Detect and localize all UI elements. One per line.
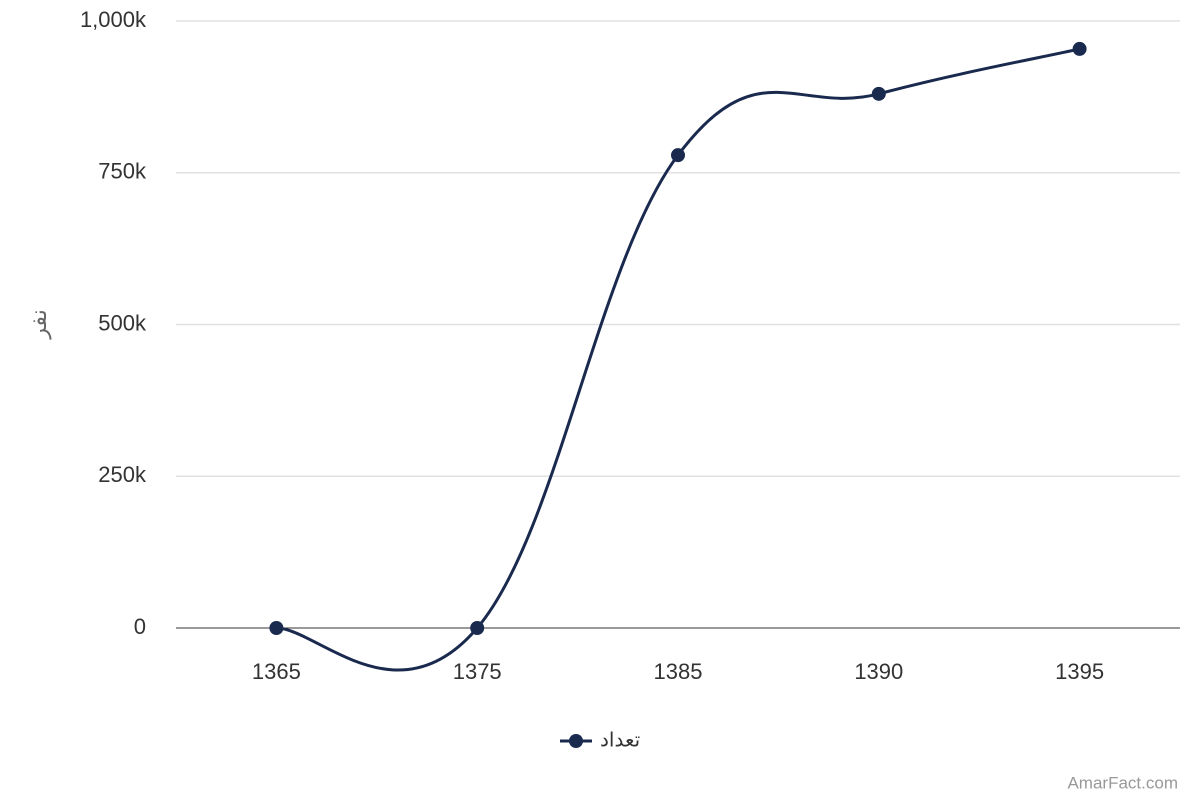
x-tick-label: 1375 [453, 659, 502, 684]
line [276, 47, 1080, 672]
legend-label: تعداد [600, 729, 640, 751]
x-tick-label: 1390 [854, 659, 903, 684]
legend-marker [569, 734, 583, 748]
y-tick-label: 750k [98, 159, 147, 184]
y-tick-label: 0 [134, 614, 146, 639]
y-axis-title: نفر [26, 309, 51, 339]
credit: AmarFact.com [1067, 773, 1178, 792]
x-tick-label: 1385 [654, 659, 703, 684]
point [470, 621, 485, 635]
x-tick-label: 1395 [1055, 659, 1104, 684]
point [671, 148, 685, 163]
point [1072, 41, 1087, 56]
x-tick-label: 1365 [252, 659, 301, 684]
point [269, 621, 284, 635]
y-tick-label: 1,000k [80, 7, 147, 32]
y-tick-label: 250k [98, 462, 147, 487]
y-tick-label: 500k [98, 310, 147, 335]
point [871, 86, 886, 101]
